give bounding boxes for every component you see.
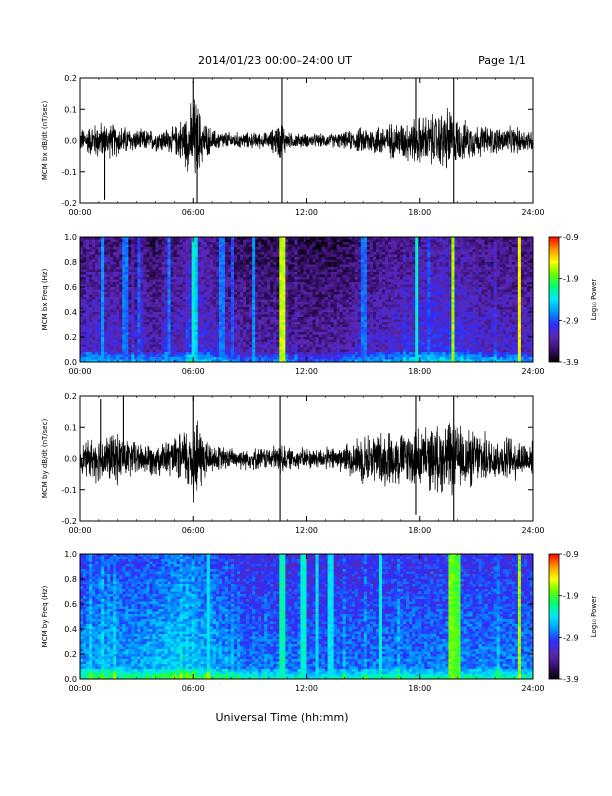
x-tick-label: 00:00 [68, 526, 91, 535]
y-tick-label: 0.4 [64, 308, 77, 317]
heatmap-cells [80, 237, 533, 362]
spectrogram-panel-4: -0.9 -1.9 -2.9 -3.9 Log₁₀ Power 00:00 06:00 12:… [41, 550, 598, 693]
y-tick-label: 0.6 [64, 283, 77, 292]
y-axis-label: MCM by Freq (Hz) [41, 585, 49, 647]
x-tick-label: 24:00 [521, 526, 544, 535]
colorbar-tick-label: -3.9 [563, 358, 579, 367]
y-tick-label: -0.1 [61, 486, 77, 495]
y-tick-label: 0.8 [64, 575, 77, 584]
y-tick-label: 1.0 [64, 550, 77, 559]
y-tick-label: 0.0 [64, 137, 77, 146]
heatmap-cells [80, 554, 533, 679]
colorbar-tick-label: -2.9 [563, 316, 579, 325]
x-tick-label: 12:00 [295, 684, 318, 693]
y-tick-label: 0.1 [64, 105, 77, 114]
x-tick-label: 06:00 [182, 208, 205, 217]
y-axis-label: MCM by dB/dt (nT/sec) [41, 419, 49, 499]
x-tick-label: 24:00 [521, 367, 544, 376]
colorbar-tick-label: -1.9 [563, 275, 579, 284]
x-tick-label: 18:00 [408, 684, 431, 693]
x-tick-label: 00:00 [68, 367, 91, 376]
x-tick-label: 06:00 [182, 526, 205, 535]
y-axis-label: MCM bx Freq (Hz) [41, 268, 49, 330]
colorbar-tick-label: -3.9 [563, 675, 579, 684]
y-tick-label: 0.4 [64, 625, 77, 634]
x-tick-label: 24:00 [521, 684, 544, 693]
x-tick-label: 12:00 [295, 367, 318, 376]
y-tick-label: 0.8 [64, 258, 77, 267]
colorbar-tick-label: -1.9 [563, 592, 579, 601]
x-tick-label: 24:00 [521, 208, 544, 217]
colorbar-label: Log₁₀ Power [590, 596, 598, 638]
y-tick-label: -0.2 [61, 517, 77, 526]
colorbar [549, 554, 559, 679]
y-tick-label: -0.2 [61, 199, 77, 208]
x-tick-label: 06:00 [182, 684, 205, 693]
timeseries-panel-3: 00:00 06:00 12:00 18:00 24:00 0.2 0.1 0.0 -0.1 -0… [41, 392, 545, 535]
colorbar [549, 237, 559, 362]
series-line [80, 100, 533, 174]
page-title: 2014/01/23 00:00–24:00 UT [198, 54, 352, 67]
y-tick-label: -0.1 [61, 168, 77, 177]
page-number: Page 1/1 [478, 54, 526, 67]
y-tick-label: 0.1 [64, 423, 77, 432]
y-axis-label: MCM bx dB/dt (nT/sec) [41, 101, 49, 181]
x-tick-label: 18:00 [408, 367, 431, 376]
x-tick-label: 12:00 [295, 208, 318, 217]
colorbar-tick-label: -0.9 [563, 233, 579, 242]
colorbar-tick-label: -0.9 [563, 550, 579, 559]
x-axis-label: Universal Time (hh:mm) [216, 711, 349, 724]
x-tick-label: 06:00 [182, 367, 205, 376]
y-tick-label: 0.2 [64, 74, 77, 83]
y-tick-label: 0.2 [64, 333, 77, 342]
y-tick-label: 0.0 [64, 358, 77, 367]
spectrogram-panel-2: -0.9 -1.9 -2.9 -3.9 Log₁₀ Power 00:00 06:00 12:… [41, 233, 598, 376]
y-tick-label: 0.2 [64, 650, 77, 659]
x-tick-label: 00:00 [68, 684, 91, 693]
x-tick-label: 18:00 [408, 208, 431, 217]
x-tick-label: 00:00 [68, 208, 91, 217]
y-tick-label: 0.0 [64, 675, 77, 684]
x-tick-label: 12:00 [295, 526, 318, 535]
colorbar-label: Log₁₀ Power [590, 279, 598, 321]
y-tick-label: 1.0 [64, 233, 77, 242]
series-line [80, 421, 533, 503]
y-tick-label: 0.0 [64, 455, 77, 464]
timeseries-panel-1: 00:00 06:00 12:00 18:00 24:00 0.2 0.1 0.0 -0.1 -0… [41, 74, 545, 217]
y-tick-label: 0.2 [64, 392, 77, 401]
y-tick-label: 0.6 [64, 600, 77, 609]
colorbar-tick-label: -2.9 [563, 633, 579, 642]
x-tick-label: 18:00 [408, 526, 431, 535]
